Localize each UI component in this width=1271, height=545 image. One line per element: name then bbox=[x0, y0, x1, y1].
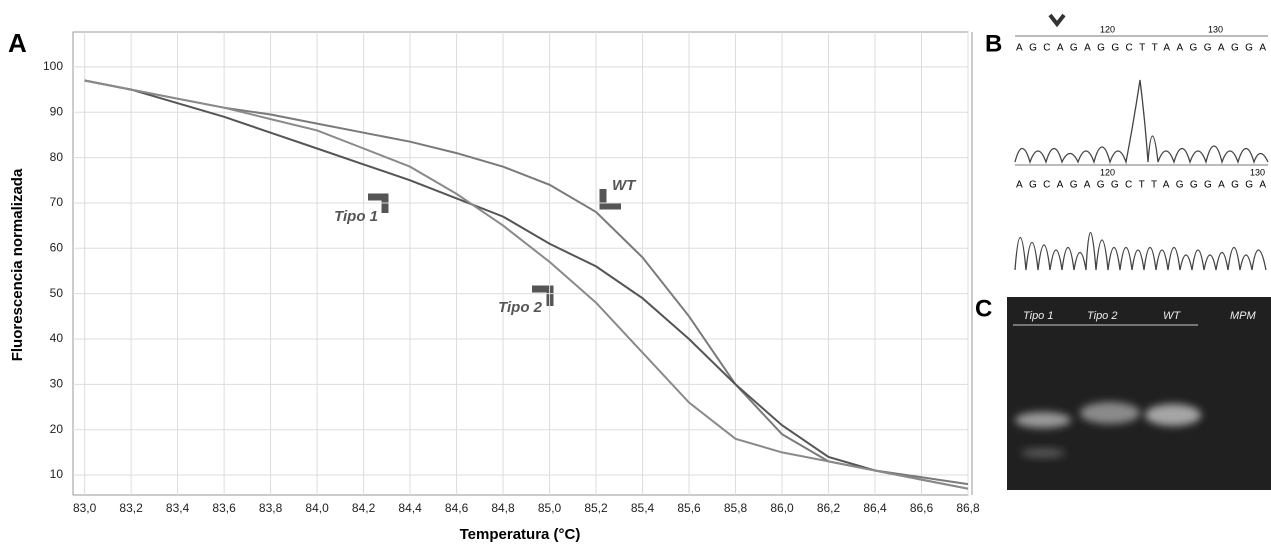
curve-label: WT bbox=[612, 177, 637, 194]
band bbox=[1015, 412, 1071, 428]
lane-label: MPM bbox=[1230, 310, 1257, 322]
lane-label: Tipo 2 bbox=[1087, 310, 1117, 322]
x-tick-label: 86,4 bbox=[863, 501, 887, 515]
x-tick-label: 85,6 bbox=[677, 501, 701, 515]
x-tick-label: 83,4 bbox=[166, 501, 190, 515]
x-tick-label: 84,4 bbox=[398, 501, 422, 515]
seq-position: 120 bbox=[1100, 24, 1115, 34]
x-tick-label: 83,8 bbox=[259, 501, 283, 515]
panel-label: A bbox=[8, 28, 27, 58]
x-tick-label: 84,2 bbox=[352, 501, 376, 515]
x-tick-label: 85,4 bbox=[631, 501, 655, 515]
y-tick-label: 70 bbox=[50, 195, 64, 209]
y-tick-label: 30 bbox=[50, 377, 64, 391]
x-tick-label: 83,6 bbox=[212, 501, 236, 515]
plot-frame bbox=[72, 31, 969, 496]
seq-position: 120 bbox=[1100, 167, 1115, 177]
panel-label: C bbox=[975, 295, 992, 322]
curve-label: Tipo 2 bbox=[498, 299, 543, 316]
melt-curve bbox=[84, 79, 969, 486]
x-tick-label: 86,0 bbox=[770, 501, 794, 515]
x-tick-label: 84,0 bbox=[305, 501, 329, 515]
lane-label: Tipo 1 bbox=[1023, 310, 1053, 322]
x-tick-label: 86,6 bbox=[910, 501, 934, 515]
seq-position: 130 bbox=[1250, 167, 1265, 177]
y-tick-label: 90 bbox=[50, 104, 64, 118]
marker bbox=[1048, 13, 1066, 28]
curve-label: Tipo 1 bbox=[334, 208, 378, 225]
band bbox=[1080, 402, 1140, 424]
band bbox=[1021, 448, 1065, 458]
arrow bbox=[599, 189, 621, 210]
melt-curve bbox=[84, 79, 969, 490]
lane-label: WT bbox=[1163, 310, 1181, 322]
y-tick-label: 60 bbox=[50, 240, 64, 254]
x-tick-label: 83,2 bbox=[119, 501, 143, 515]
gel bbox=[1007, 297, 1271, 490]
x-tick-label: 84,8 bbox=[491, 501, 515, 515]
y-tick-label: 100 bbox=[43, 59, 63, 73]
y-tick-label: 10 bbox=[50, 467, 64, 481]
band bbox=[1145, 404, 1201, 426]
x-tick-label: 84,6 bbox=[445, 501, 469, 515]
x-tick-label: 85,0 bbox=[538, 501, 562, 515]
x-tick-label: 86,2 bbox=[817, 501, 841, 515]
seq-position: 130 bbox=[1208, 24, 1223, 34]
panel-label: B bbox=[985, 30, 1002, 57]
sequence: AGCAGAGGCTTAAGGAGGA bbox=[1016, 43, 1266, 54]
y-tick-label: 80 bbox=[50, 150, 64, 164]
y-tick-label: 40 bbox=[50, 331, 64, 345]
y-tick-label: 50 bbox=[50, 286, 64, 300]
melt-curve bbox=[84, 79, 969, 490]
x-tick-label: 85,2 bbox=[584, 501, 608, 515]
x-tick-label: 86,8 bbox=[956, 501, 980, 515]
x-axis-label: Temperatura (°C) bbox=[460, 526, 581, 543]
plot: 10 20 30 40 50 60 70 80 90 100 83,0 83,2 83,4 83,6 83,… bbox=[43, 32, 980, 515]
chromatogram bbox=[1014, 232, 1267, 271]
chromatogram bbox=[1014, 79, 1269, 165]
y-tick-label: 20 bbox=[50, 422, 64, 436]
sequence: AGCAGAGGCTTAGGGAGGA bbox=[1016, 180, 1266, 191]
x-tick-label: 83,0 bbox=[73, 501, 97, 515]
x-tick-label: 85,8 bbox=[724, 501, 748, 515]
arrow bbox=[368, 193, 389, 213]
y-axis-label: Fluorescencia normalizada bbox=[9, 168, 26, 361]
